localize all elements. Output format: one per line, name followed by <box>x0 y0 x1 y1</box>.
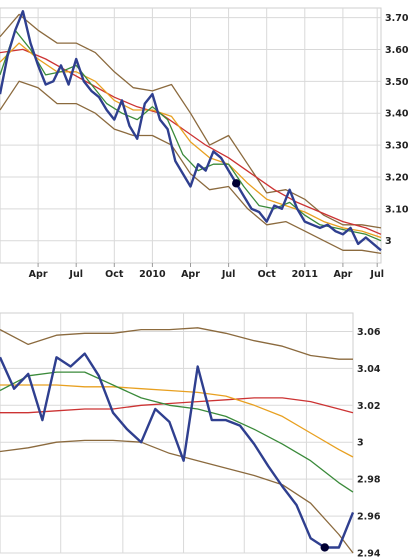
y-tick-label: 2.96 <box>357 512 381 523</box>
series-group <box>0 327 355 554</box>
y-tick-label: 3.40 <box>385 109 409 120</box>
gridlines <box>0 313 353 554</box>
series-line <box>0 384 354 458</box>
x-axis: Apr Jul Oct 2010 Apr Jul Oct 2011 Apr Jul <box>29 263 384 280</box>
current-point-marker <box>232 179 241 188</box>
series-line <box>0 80 382 255</box>
y-tick-label: 3.06 <box>357 327 381 338</box>
x-tick-label: 2011 <box>292 269 318 280</box>
y-tick-label: 3.02 <box>357 401 380 412</box>
price-chart-top: 3.70 3.60 3.50 3.40 3.30 3.20 3.10 3 Apr Jul Oct 2… <box>0 7 409 280</box>
y-tick-label: 3.04 <box>357 364 381 375</box>
x-tick-label: Apr <box>333 269 352 280</box>
x-tick-label: 2010 <box>139 269 166 280</box>
y-tick-label: 3.20 <box>385 172 409 183</box>
series-line <box>0 397 354 414</box>
current-point-marker <box>320 543 329 552</box>
plot-area <box>0 312 354 554</box>
y-tick-label: 2.94 <box>357 549 381 557</box>
series-line <box>0 327 353 360</box>
x-tick-label: Jul <box>369 269 384 280</box>
y-tick-label: 3.30 <box>385 141 409 152</box>
series-group <box>0 9 382 255</box>
y-tick-label: 3.60 <box>385 45 409 56</box>
x-tick-label: Jul <box>221 269 236 280</box>
series-line <box>0 13 382 229</box>
y-tick-label: 3.70 <box>385 13 409 24</box>
y-axis: 3.06 3.04 3.02 3 2.98 2.96 2.94 <box>357 327 381 557</box>
y-tick-label: 3 <box>385 236 392 247</box>
price-chart-bottom: 3.06 3.04 3.02 3 2.98 2.96 2.94 <box>0 312 381 557</box>
series-line <box>0 371 354 493</box>
x-tick-label: Jul <box>68 269 83 280</box>
x-tick-label: Apr <box>181 269 200 280</box>
y-tick-label: 3.10 <box>385 204 409 215</box>
x-tick-label: Oct <box>105 269 124 280</box>
y-tick-label: 2.98 <box>357 475 381 486</box>
y-tick-label: 3.50 <box>385 77 409 88</box>
series-line <box>0 352 355 549</box>
y-axis: 3.70 3.60 3.50 3.40 3.30 3.20 3.10 3 <box>385 13 409 247</box>
series-line <box>0 9 382 252</box>
y-tick-label: 3 <box>357 438 364 449</box>
x-tick-label: Oct <box>258 269 277 280</box>
x-tick-label: Apr <box>29 269 48 280</box>
